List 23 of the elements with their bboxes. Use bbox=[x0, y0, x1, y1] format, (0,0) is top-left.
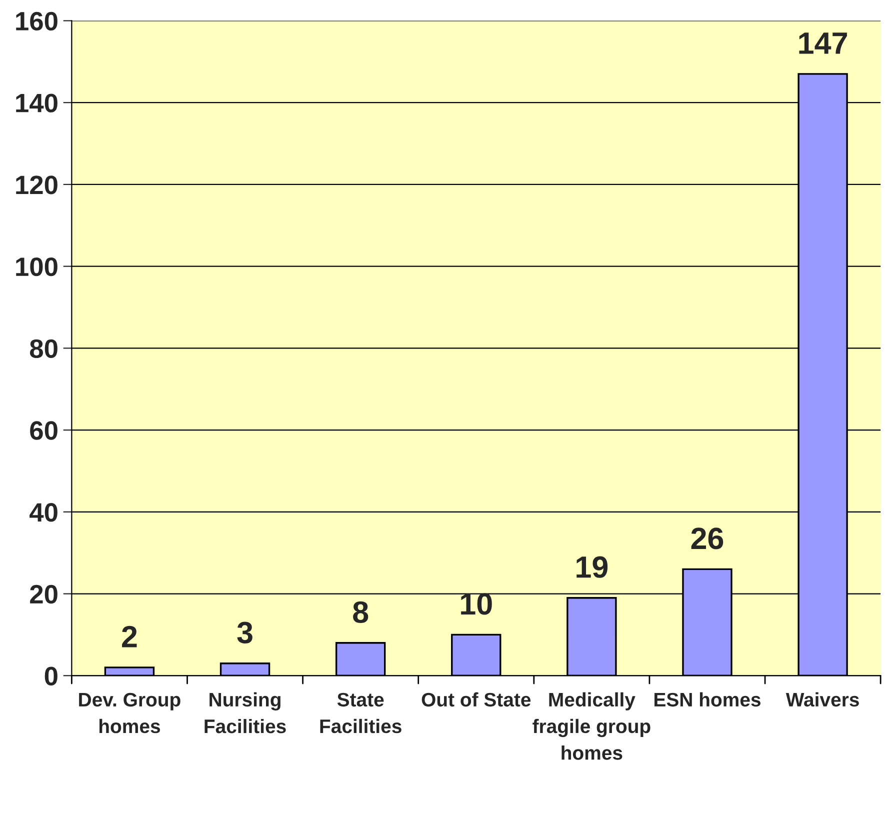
data-label: 26 bbox=[691, 528, 724, 550]
data-label: 147 bbox=[799, 32, 847, 54]
data-label: 8 bbox=[353, 601, 368, 623]
y-tick-label: 140 bbox=[16, 94, 58, 112]
y-tick-label: 80 bbox=[30, 339, 58, 358]
y-tick-label: 100 bbox=[16, 257, 58, 276]
data-label: 2 bbox=[122, 626, 137, 648]
y-tick-label: 160 bbox=[16, 12, 58, 31]
y-tick-label: 60 bbox=[30, 421, 58, 440]
y-tick-label: 0 bbox=[44, 666, 58, 686]
x-tick-label: Nursing Facilities bbox=[204, 692, 286, 734]
x-tick-label: ESN homes bbox=[654, 692, 760, 707]
data-label: 3 bbox=[237, 622, 252, 644]
x-tick-label: Out of State bbox=[422, 692, 531, 707]
data-label: 19 bbox=[576, 556, 608, 578]
x-tick-label: Waivers bbox=[786, 692, 859, 707]
y-tick-label: 20 bbox=[30, 584, 58, 604]
x-tick-label: Medically fragile group homes bbox=[532, 692, 650, 760]
x-tick-label: Dev. Group homes bbox=[79, 692, 180, 734]
x-tick-label: State Facilities bbox=[320, 692, 402, 734]
y-tick-label: 120 bbox=[16, 176, 58, 194]
y-tick-label: 40 bbox=[30, 503, 58, 522]
data-label: 10 bbox=[461, 593, 492, 615]
